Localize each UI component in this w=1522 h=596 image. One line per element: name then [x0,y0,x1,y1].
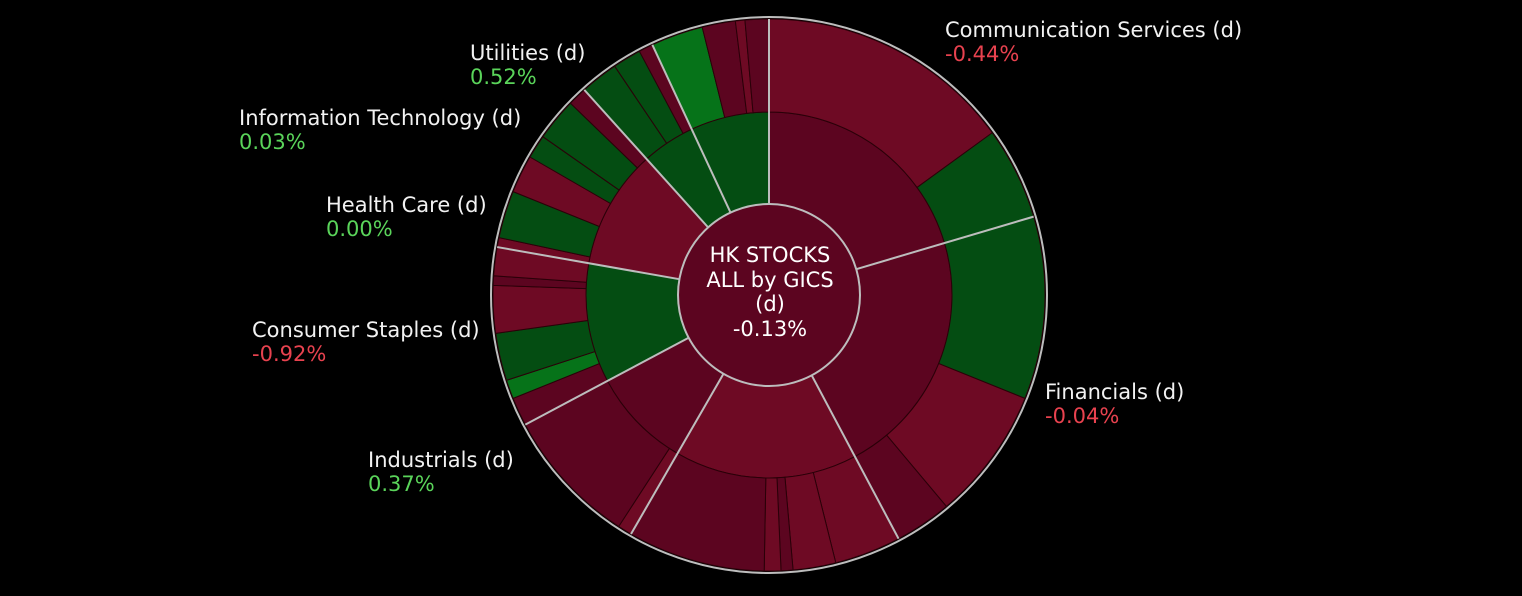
outer-border-ring [490,16,1048,574]
sector-divider [630,373,725,535]
sector-name: Financials (d) [1045,380,1185,404]
center-change: -0.13% [732,316,808,341]
center-title-line-2: ALL by GICS [706,267,834,292]
sector-label-health-care[interactable]: Health Care (d) 0.00% [326,193,487,241]
sector-divider [855,215,1034,271]
sector-change: -0.04% [1045,404,1120,428]
sector-divider [651,44,732,213]
sector-change: -0.44% [945,42,1020,66]
sector-change: -0.92% [252,342,327,366]
sector-divider [810,374,900,540]
sector-label-communication-services[interactable]: Communication Services (d) -0.44% [945,18,1242,66]
sector-label-utilities[interactable]: Utilities (d) 0.52% [470,41,585,89]
sector-change: 0.37% [368,472,435,496]
center-disc [677,203,861,387]
sector-name: Information Technology (d) [239,106,522,130]
sector-change: 0.52% [470,65,537,89]
sector-label-information-technology[interactable]: Information Technology (d) 0.03% [239,106,521,154]
sector-label-consumer-staples[interactable]: Consumer Staples (d) -0.92% [252,318,480,366]
sector-label-industrials[interactable]: Industrials (d) 0.37% [368,448,514,496]
sector-name: Health Care (d) [326,193,487,217]
sector-change: 0.00% [326,217,393,241]
sector-name: Consumer Staples (d) [252,318,480,342]
center-title-line-3: (d) [755,292,785,316]
center-title-line-1: HK STOCKS [709,243,831,267]
sector-change: 0.03% [239,130,306,154]
sector-name: Industrials (d) [368,448,514,472]
center-label: HK STOCKS ALL by GICS (d) -0.13% [679,243,861,341]
sector-divider [497,246,680,281]
sector-label-financials[interactable]: Financials (d) -0.04% [1045,380,1184,428]
sector-divider [583,89,709,229]
sector-divider [524,336,690,426]
sector-name: Communication Services (d) [945,18,1243,42]
sector-name: Utilities (d) [470,41,586,65]
